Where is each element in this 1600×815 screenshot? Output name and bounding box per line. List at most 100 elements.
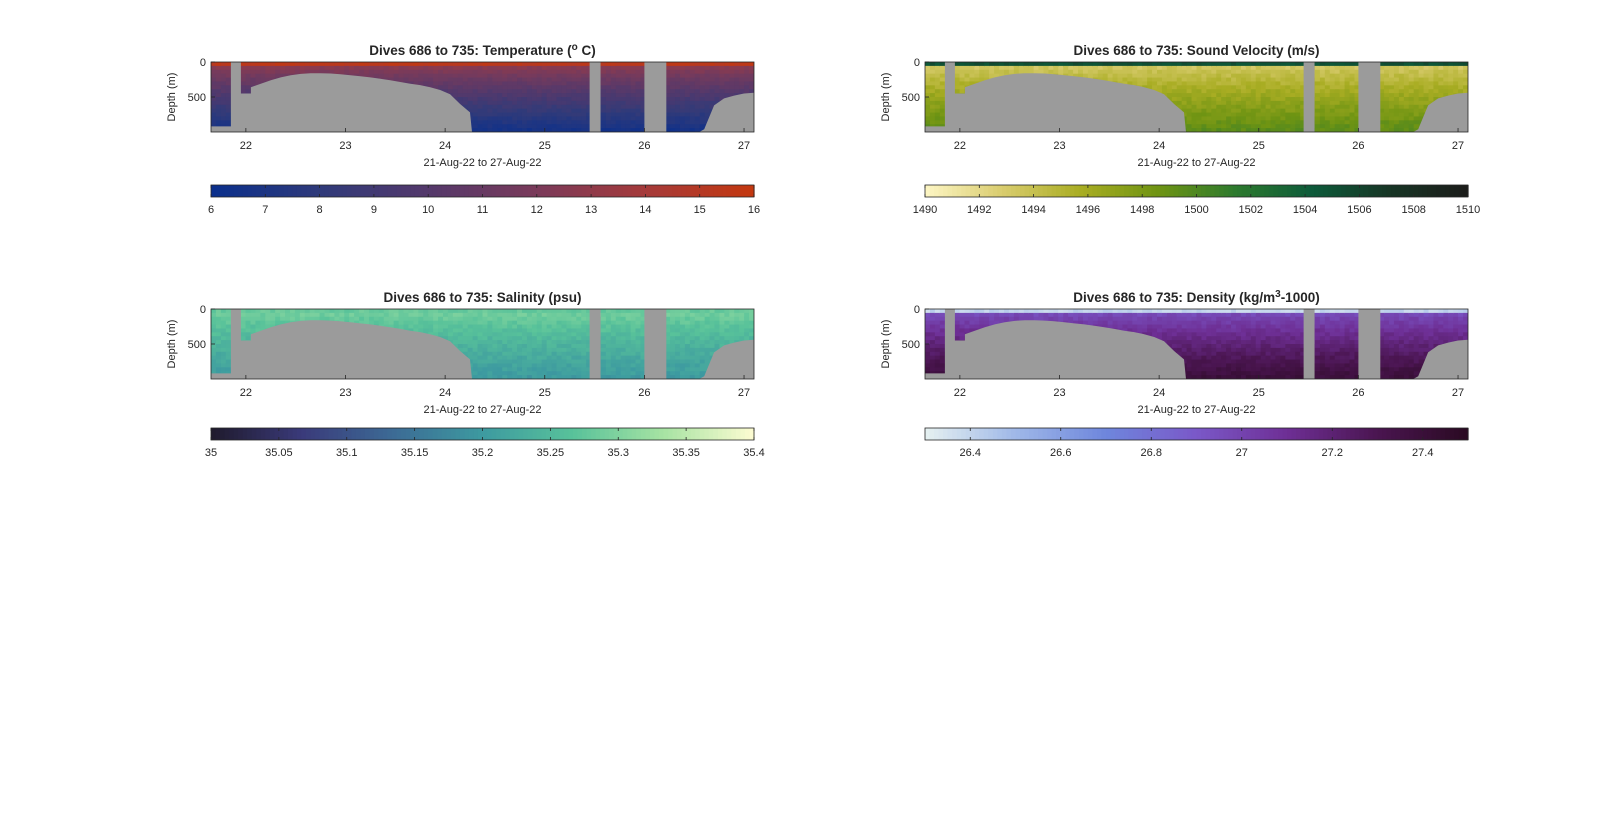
colorbar-tick-label: 1492 <box>967 204 991 216</box>
title-text: Dives 686 to 735: Salinity (psu) <box>383 290 581 305</box>
colorbar-tick-label: 11 <box>477 204 488 216</box>
x-tick-label: 25 <box>1253 140 1265 152</box>
colorbar-tick-label: 7 <box>262 204 268 216</box>
colorbar-tick-label: 35 <box>205 447 217 459</box>
colorbar-tick-label: 1498 <box>1130 204 1154 216</box>
x-tick-label: 24 <box>439 387 451 399</box>
x-axis-label: 21-Aug-22 to 27-Aug-22 <box>423 404 541 416</box>
colorbar-tick-label: 35.25 <box>537 447 565 459</box>
x-tick-label: 22 <box>954 140 966 152</box>
colorbar-tick-label: 6 <box>208 204 214 216</box>
colorbar-tick-label: 35.4 <box>743 447 764 459</box>
x-tick-label: 25 <box>1253 387 1265 399</box>
y-axis-label: Depth (m) <box>880 320 892 369</box>
colorbar-tick-label: 1502 <box>1239 204 1263 216</box>
panel-temperature: 22 23 24 25 26 27 0 500 21-Aug-22 to 27-Aug-22 De… <box>166 42 760 216</box>
seafloor-mask <box>699 339 754 379</box>
x-tick-label: 26 <box>1352 140 1364 152</box>
colorbar-tick-label: 35.3 <box>608 447 629 459</box>
x-axis-label: 21-Aug-22 to 27-Aug-22 <box>1137 157 1255 169</box>
heatmap-density <box>925 309 1468 379</box>
chart-title: Dives 686 to 735: Sound Velocity (m/s) <box>1073 43 1319 58</box>
x-tick-label: 23 <box>339 387 351 399</box>
colorbar-tick-label: 1506 <box>1347 204 1371 216</box>
colorbar-tick-label: 12 <box>531 204 543 216</box>
y-tick-label: 0 <box>200 57 206 69</box>
x-tick-label: 26 <box>638 387 650 399</box>
colorbar-tick-label: 35.15 <box>401 447 429 459</box>
colorbar-tick-label: 1496 <box>1076 204 1100 216</box>
seafloor-mask <box>1413 339 1468 379</box>
heatmap-salinity <box>211 309 754 379</box>
y-axis-label: Depth (m) <box>166 73 178 122</box>
colorbar-tick-label: 1504 <box>1293 204 1317 216</box>
panel-sound_velocity: 22 23 24 25 26 27 0 500 21-Aug-22 to 27-Aug-22 De… <box>880 43 1480 216</box>
y-tick-label: 0 <box>914 304 920 316</box>
colorbar-tick-label: 26.4 <box>960 447 981 459</box>
colorbar-tick-label: 14 <box>639 204 651 216</box>
title-tail: C) <box>578 43 596 58</box>
data-gap <box>1303 309 1315 379</box>
data-gap <box>589 62 601 132</box>
title-superscript: o <box>572 42 578 53</box>
colorbar-tick-label: 27.4 <box>1412 447 1433 459</box>
y-tick-label: 500 <box>902 92 920 104</box>
data-gap <box>644 62 667 132</box>
panel-density: 22 23 24 25 26 27 0 500 21-Aug-22 to 27-Aug-22 De… <box>880 289 1469 459</box>
x-tick-label: 26 <box>1352 387 1364 399</box>
x-tick-label: 23 <box>1053 140 1065 152</box>
colorbar-sound_velocity: 1490 1492 1494 1496 1498 1500 1502 1504 1506 1508… <box>913 184 1480 216</box>
x-tick-label: 26 <box>638 140 650 152</box>
y-axis-label: Depth (m) <box>166 320 178 369</box>
chart-title: Dives 686 to 735: Density (kg/m3-1000) <box>1073 289 1319 305</box>
title-text: Dives 686 to 735: Sound Velocity (m/s) <box>1073 43 1319 58</box>
x-tick-label: 22 <box>240 140 252 152</box>
colorbar-tick-label: 1500 <box>1184 204 1208 216</box>
seafloor-mask <box>211 62 473 132</box>
data-gap <box>1358 62 1381 132</box>
colorbar-tick-label: 27.2 <box>1322 447 1343 459</box>
seafloor-mask <box>925 309 1187 379</box>
colorbar-tick-label: 26.8 <box>1141 447 1162 459</box>
colorbar-tick-label: 9 <box>371 204 377 216</box>
x-tick-label: 22 <box>954 387 966 399</box>
colorbar-salinity: 35 35.05 35.1 35.15 35.2 35.25 35.3 35.35 35.4 <box>205 427 765 459</box>
colorbar-tick-label: 27 <box>1236 447 1248 459</box>
title-text: Dives 686 to 735: Temperature ( <box>369 43 572 58</box>
colorbar-tick-label: 16 <box>748 204 760 216</box>
seafloor-mask <box>211 309 473 379</box>
colorbar-tick-label: 26.6 <box>1050 447 1071 459</box>
colorbar-tick-label: 15 <box>694 204 706 216</box>
colorbar-tick-label: 35.35 <box>672 447 700 459</box>
chart-title: Dives 686 to 735: Temperature (o C) <box>369 42 595 58</box>
chart-title: Dives 686 to 735: Salinity (psu) <box>383 290 581 305</box>
data-gap <box>644 309 667 379</box>
heatmap-sound_velocity <box>925 62 1468 132</box>
seafloor-mask <box>1413 92 1468 132</box>
title-superscript: 3 <box>1275 289 1281 300</box>
x-axis-label: 21-Aug-22 to 27-Aug-22 <box>1137 404 1255 416</box>
colorbar-tick-label: 1490 <box>913 204 937 216</box>
x-tick-label: 24 <box>1153 140 1165 152</box>
y-tick-label: 500 <box>902 339 920 351</box>
colorbar-box <box>924 427 1469 441</box>
colorbar-density: 26.4 26.6 26.8 27 27.2 27.4 <box>924 427 1469 459</box>
title-text: Dives 686 to 735: Density (kg/m <box>1073 290 1275 305</box>
colorbar-tick-label: 35.05 <box>265 447 293 459</box>
data-gap <box>1358 309 1381 379</box>
colorbar-tick-label: 35.1 <box>336 447 357 459</box>
x-tick-label: 22 <box>240 387 252 399</box>
panel-salinity: 22 23 24 25 26 27 0 500 21-Aug-22 to 27-Aug-22 De… <box>166 290 765 459</box>
colorbar-tick-label: 1508 <box>1401 204 1425 216</box>
seafloor-mask <box>925 62 1187 132</box>
x-tick-label: 25 <box>539 140 551 152</box>
x-tick-label: 24 <box>1153 387 1165 399</box>
x-tick-label: 23 <box>1053 387 1065 399</box>
colorbar-tick-label: 1494 <box>1021 204 1045 216</box>
y-axis-label: Depth (m) <box>880 73 892 122</box>
heatmap-temperature <box>211 62 754 132</box>
y-tick-label: 0 <box>200 304 206 316</box>
colorbar-tick-label: 10 <box>422 204 434 216</box>
data-gap <box>1303 62 1315 132</box>
